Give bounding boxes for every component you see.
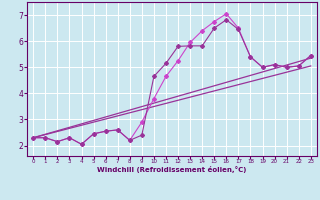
X-axis label: Windchill (Refroidissement éolien,°C): Windchill (Refroidissement éolien,°C): [97, 166, 247, 173]
